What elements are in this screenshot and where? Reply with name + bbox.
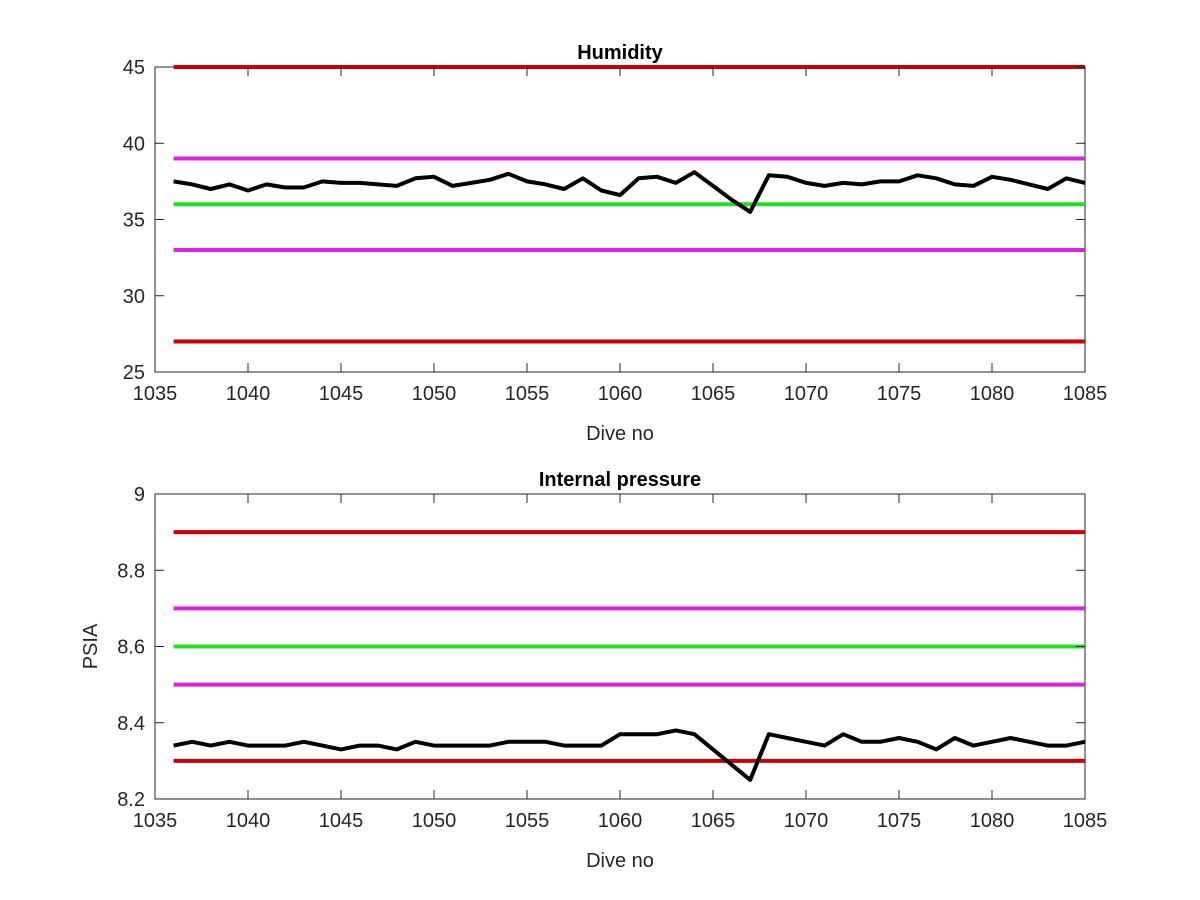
humidity-plot: 1035 1040 1045 1050 1055 1060 1065 1070 1075 1080… — [123, 42, 1108, 445]
humidity-series-line-0 — [173, 170, 1086, 214]
humidity-x-tick-label: 1075 — [877, 383, 922, 405]
internal-pressure-x-tick-label: 1050 — [412, 810, 457, 832]
internal-pressure-x-axis-label: Dive no — [586, 850, 654, 872]
internal-pressure-x-tick-label: 1080 — [970, 810, 1015, 832]
internal-pressure-y-tick-label: 9 — [134, 484, 145, 506]
internal-pressure-x-tick-label: 1060 — [598, 810, 643, 832]
internal-pressure-y-tick-label: 8.6 — [117, 637, 145, 659]
internal-pressure-x-tick-label: 1085 — [1063, 810, 1108, 832]
humidity-y-tick-label: 35 — [123, 210, 145, 232]
humidity-x-tick-label: 1085 — [1063, 383, 1108, 405]
internal-pressure-x-tick-label: 1065 — [691, 810, 736, 832]
humidity-x-tick-label: 1070 — [784, 383, 829, 405]
humidity-x-tick-label: 1040 — [226, 383, 271, 405]
internal-pressure-x-tick-label: 1055 — [505, 810, 550, 832]
internal-pressure-y-tick-label: 8.4 — [117, 713, 145, 735]
humidity-x-tick-label: 1080 — [970, 383, 1015, 405]
internal-pressure-x-tick-label: 1040 — [226, 810, 271, 832]
internal-pressure-y-tick-label: 8.2 — [117, 789, 145, 811]
humidity-x-tick-label: 1050 — [412, 383, 457, 405]
humidity-x-tick-label: 1065 — [691, 383, 736, 405]
humidity-x-tick-label: 1045 — [319, 383, 364, 405]
humidity-axes-box — [154, 66, 1086, 373]
internal-pressure-chart-title: Internal pressure — [539, 469, 701, 491]
internal-pressure-y-axis-label: PSIA — [80, 623, 102, 669]
internal-pressure-x-tick-label: 1070 — [784, 810, 829, 832]
humidity-y-tick-label: 30 — [123, 286, 145, 308]
humidity-x-tick-label: 1055 — [505, 383, 550, 405]
internal-pressure-plot: 1035 1040 1045 1050 1055 1060 1065 1070 1075 1080… — [80, 469, 1107, 872]
humidity-x-tick-label: 1060 — [598, 383, 643, 405]
humidity-chart-title: Humidity — [577, 42, 663, 64]
internal-pressure-series-line-0 — [173, 728, 1086, 782]
humidity-y-tick-label: 45 — [123, 57, 145, 79]
humidity-x-axis-label: Dive no — [586, 423, 654, 445]
internal-pressure-x-tick-label: 1045 — [319, 810, 364, 832]
internal-pressure-x-tick-label: 1075 — [877, 810, 922, 832]
internal-pressure-y-tick-label: 8.8 — [117, 560, 145, 582]
humidity-y-tick-label: 25 — [123, 362, 145, 384]
internal-pressure-x-tick-label: 1035 — [133, 810, 178, 832]
humidity-x-tick-label: 1035 — [133, 383, 178, 405]
humidity-y-tick-label: 40 — [123, 133, 145, 155]
